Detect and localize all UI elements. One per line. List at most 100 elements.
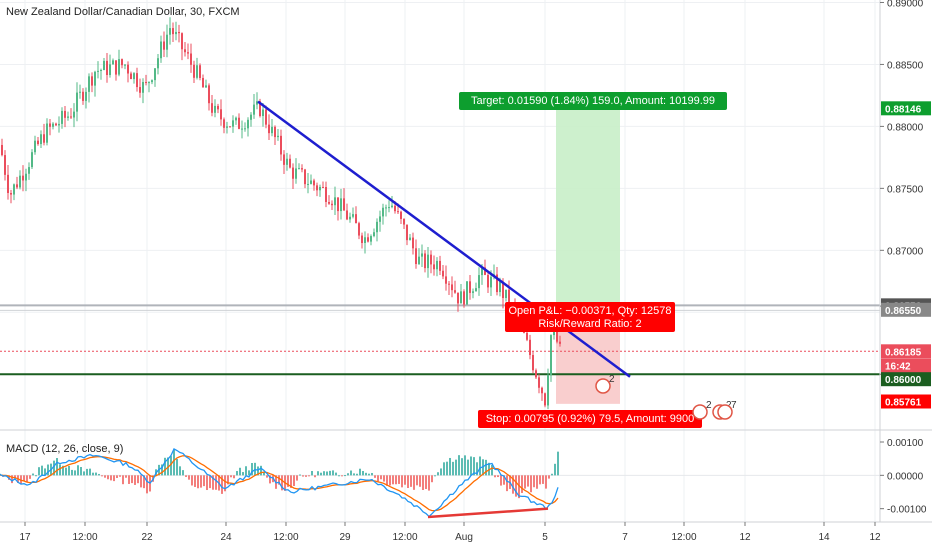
macd-histogram-bar [320, 472, 322, 476]
candle-body [484, 267, 486, 275]
macd-histogram-bar [86, 468, 88, 476]
macd-histogram-bar [206, 475, 208, 491]
macd-histogram-bar [209, 475, 211, 489]
candle-body [91, 76, 93, 86]
macd-histogram-bar [380, 475, 382, 480]
candle-body [448, 283, 450, 285]
candle-body [175, 31, 177, 35]
macd-histogram-bar [323, 471, 325, 476]
candle-body [526, 332, 528, 340]
candle-body [235, 117, 237, 121]
macd-signal-line [0, 455, 559, 512]
candle-body [250, 114, 252, 120]
candle-body [43, 134, 45, 143]
macd-histogram-bar [62, 465, 64, 476]
candle-body [277, 135, 279, 138]
macd-histogram-bar [431, 475, 433, 483]
macd-histogram-bar [281, 475, 283, 491]
macd-histogram-bar [497, 475, 499, 478]
price-tag [881, 358, 931, 373]
candle-body [58, 123, 60, 126]
candle-body [499, 281, 501, 293]
position-labels[interactable]: Target: 0.01590 (1.84%) 159.0, Amount: 1… [459, 92, 737, 428]
candle-body [229, 126, 231, 128]
macd-histogram-bar [92, 472, 94, 476]
candle-body [265, 109, 267, 125]
candle-body [421, 253, 423, 257]
candle-body [61, 110, 63, 124]
time-tick-label: 12 [739, 532, 751, 543]
candle-body [286, 158, 288, 165]
candle-body [400, 211, 402, 219]
macd-histogram-bar [446, 461, 448, 476]
candle-body [412, 237, 414, 249]
candle-body [97, 70, 99, 72]
time-tick-label: 29 [339, 532, 351, 543]
candle-body [172, 28, 174, 35]
candle-body [94, 71, 96, 86]
macd-histogram-bar [230, 475, 232, 478]
macd-histogram-bar [14, 475, 16, 478]
event-marker-icon [595, 378, 611, 394]
macd-histogram-bar [122, 475, 124, 485]
candle-body [304, 169, 306, 185]
macd-histogram-bar [293, 475, 295, 486]
macd-histogram-bar [359, 468, 361, 476]
macd-histogram-bar [545, 475, 547, 489]
macd-histogram-bar [194, 475, 196, 487]
candle-body [316, 185, 318, 191]
candle-body [124, 64, 126, 66]
time-tick-label: 17 [19, 532, 31, 543]
macd-histogram-bar [506, 475, 508, 492]
candle-body [88, 76, 90, 92]
macd-histogram-bar [278, 475, 280, 485]
pnl-label-text: Open P&L: −0.00371, Qty: 12578 [509, 305, 672, 317]
candle-body [202, 77, 204, 88]
candle-body [487, 274, 489, 288]
candle-body [181, 33, 183, 50]
candle-body [325, 187, 327, 202]
candle-body [451, 284, 453, 291]
macd-histogram-bar [116, 475, 118, 478]
candle-body [271, 126, 273, 134]
pnl-label-box [505, 302, 675, 332]
candle-body [223, 119, 225, 128]
stop-label-text: Stop: 0.00795 (0.92%) 79.5, Amount: 9900 [486, 413, 695, 425]
macd-histogram-bar [539, 475, 541, 485]
candle-body [133, 73, 135, 80]
macd-histogram-bar [554, 463, 556, 476]
candle-body [115, 60, 117, 75]
candle-body [217, 105, 219, 110]
candle-body [292, 167, 294, 179]
macd-histogram-bar [503, 475, 505, 485]
candle-body [55, 123, 57, 126]
macd-histogram-bar [413, 475, 415, 490]
candle-body [232, 120, 234, 127]
candle-body [298, 168, 300, 170]
chart-title: New Zealand Dollar/Canadian Dollar, 30, … [6, 6, 240, 18]
time-tick-label: 12:00 [671, 532, 696, 543]
candle-body [241, 128, 243, 130]
candle-body [34, 140, 36, 153]
candle-body [373, 232, 375, 237]
candle-body [112, 60, 114, 65]
event-marker-icon [692, 404, 708, 420]
candle-body [259, 101, 261, 117]
time-tick-label: 14 [818, 532, 830, 543]
candle-body [37, 140, 39, 145]
candle-body [532, 355, 534, 371]
price-tag-label: 0.85761 [885, 397, 922, 408]
candle-body [541, 387, 543, 394]
candle-body [163, 41, 165, 50]
price-tag [881, 101, 931, 116]
candle-body [106, 60, 108, 76]
candle-body [538, 377, 540, 388]
macd-histogram-bar [524, 475, 526, 489]
macd-histogram-bar [143, 475, 145, 489]
candle-body [208, 85, 210, 104]
candle-body [454, 290, 456, 293]
target-label-text: Target: 0.01590 (1.84%) 159.0, Amount: 1… [471, 95, 715, 107]
candle-body [466, 281, 468, 305]
macd-histogram-bar [38, 467, 40, 476]
